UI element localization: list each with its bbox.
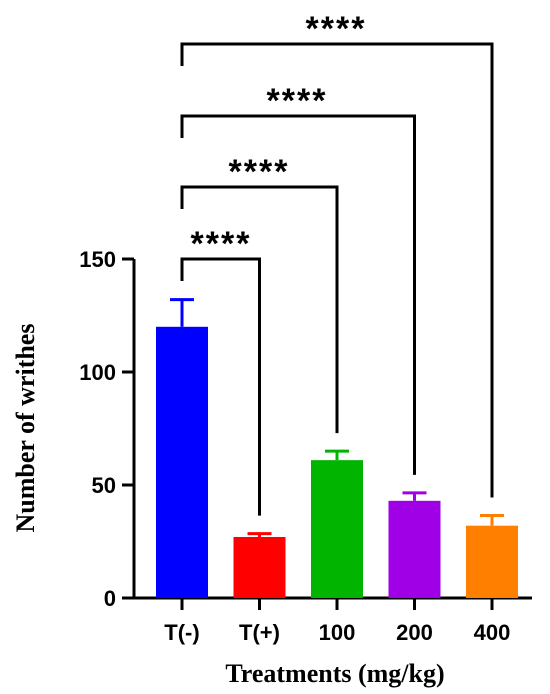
x-tick-label: 200 [396,620,433,645]
bar-2 [311,460,363,598]
x-axis-title: Treatments (mg/kg) [225,659,444,688]
x-tick-labels: T(-) T(+) 100 200 400 [164,598,510,645]
y-tick-label: 0 [104,586,116,611]
bar-0 [156,326,208,598]
x-tick-label: 100 [319,620,356,645]
significance-label: **** [229,153,290,191]
error-bar-2 [325,449,349,461]
y-tick-label: 100 [79,360,116,385]
y-tick-label: 50 [92,473,116,498]
significance-bracket-0: **** [180,225,261,516]
error-bar-4 [480,514,504,526]
x-tick-label: T(-) [164,620,199,645]
x-tick-label: T(+) [239,620,280,645]
significance-label: **** [306,10,367,48]
significance-brackets: **** **** **** **** [180,10,494,516]
y-axis-title: Number of writhes [11,324,40,533]
bars [156,326,518,598]
significance-bracket-1: **** [180,153,339,434]
error-bars [170,298,504,537]
bar-1 [233,536,286,598]
significance-label: **** [191,225,252,263]
x-tick-label: 400 [474,620,511,645]
significance-bracket-3: **** [180,10,494,498]
error-bar-1 [247,532,272,537]
bar-3 [388,500,441,598]
bar-4 [466,525,518,598]
y-ticks: 0 50 100 150 [79,247,134,611]
significance-bracket-2: **** [180,82,416,475]
significance-label: **** [267,82,328,120]
error-bar-0 [170,298,194,327]
y-tick-label: 150 [79,247,116,272]
error-bar-3 [402,491,427,501]
